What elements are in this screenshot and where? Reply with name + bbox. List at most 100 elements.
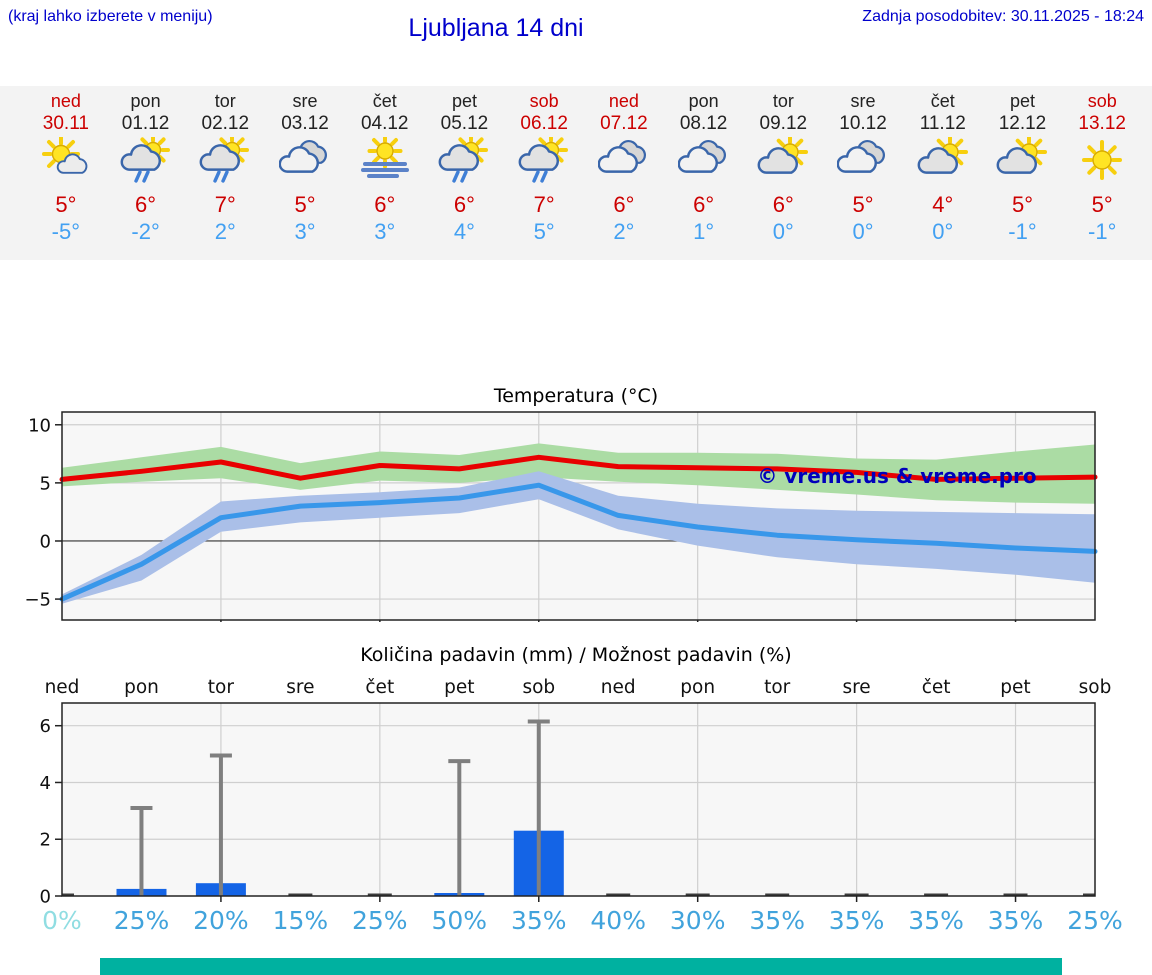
- day-date-label: 02.12: [201, 113, 250, 134]
- weather-icon: [664, 137, 744, 187]
- precip-day-label: tor: [208, 677, 235, 698]
- precipitation-chart: ned pon tor sre čet pet sob ned pon tor sre čet pet s…: [0, 672, 1152, 945]
- precip-percent-label: 25%: [114, 906, 170, 935]
- day-date-label: 01.12: [121, 113, 170, 134]
- day-low-temp: -1°: [1088, 219, 1117, 244]
- day-high-temp: 6°: [772, 192, 794, 217]
- day-low-temp: 2°: [613, 219, 635, 244]
- day-date-label: 04.12: [360, 113, 409, 134]
- forecast-day: sre 03.12 5° 3°: [265, 86, 345, 260]
- day-name-label: čet: [372, 91, 397, 111]
- precip-zero-mark: [765, 893, 790, 896]
- precip-day-label: sre: [842, 677, 870, 698]
- min-temp-line: [59, 482, 1098, 602]
- forecast-day: pet 12.12 5° -1°: [983, 86, 1063, 260]
- forecast-strip: ned 30.11 5° -5° pon 01.12 6° -2° tor 02.12 7° 2° sr…: [0, 86, 1152, 260]
- precip-percent-label: 40%: [590, 906, 646, 935]
- weather-icon: [185, 133, 265, 187]
- footer-bar: [100, 958, 1062, 975]
- precip-percent-label: 50%: [432, 906, 488, 935]
- day-name-label: tor: [214, 91, 236, 111]
- day-high-temp: 5°: [1091, 192, 1113, 217]
- forecast-day: tor 02.12 7° 2°: [185, 86, 265, 260]
- day-name-label: sre: [850, 91, 876, 111]
- svg-text:0: 0: [40, 887, 51, 908]
- day-high-temp: 4°: [932, 192, 954, 217]
- max-temp-line: [59, 454, 1098, 482]
- precip-zero-mark: [367, 893, 392, 896]
- cloudy-icon: [677, 140, 726, 173]
- precip-day-label: sob: [522, 677, 555, 698]
- last-updated: Zadnja posodobitev: 30.11.2025 - 18:24: [862, 8, 1144, 25]
- precip-percent-label: 35%: [908, 906, 964, 935]
- partly-sunny-icon: [997, 134, 1048, 174]
- weather-icon: [26, 135, 106, 187]
- precip-day-label: sob: [1079, 677, 1112, 698]
- rain-showers-icon: [439, 133, 489, 183]
- day-low-temp: 1°: [693, 219, 715, 244]
- day-high-temp: 5°: [55, 192, 77, 217]
- day-low-temp: 3°: [294, 219, 316, 244]
- forecast-day: pon 08.12 6° 1°: [664, 86, 744, 260]
- weather-icon: [1062, 137, 1142, 187]
- weather-icon: [903, 134, 983, 187]
- day-name-label: pet: [1009, 91, 1035, 111]
- cloudy-icon: [278, 140, 327, 173]
- day-date-label: 10.12: [839, 113, 887, 134]
- precip-percent-label: 35%: [988, 906, 1044, 935]
- precip-percent-label: 35%: [829, 906, 885, 935]
- watermark: © vreme.us & vreme.pro: [757, 464, 1036, 488]
- day-date-label: 07.12: [600, 113, 648, 134]
- day-date-label: 30.11: [42, 113, 89, 134]
- precip-day-label: sre: [286, 677, 314, 698]
- day-low-temp: 0°: [852, 219, 874, 244]
- precip-percent-label: 25%: [1067, 906, 1123, 935]
- forecast-day: tor 09.12 6° 0°: [743, 86, 823, 260]
- precip-percent-label: 20%: [193, 906, 249, 935]
- precipitation-chart-title: Količina padavin (mm) / Možnost padavin …: [360, 644, 792, 666]
- day-low-temp: 0°: [932, 219, 954, 244]
- weather-icon: [743, 134, 823, 187]
- svg-text:0: 0: [40, 531, 51, 552]
- day-high-temp: 6°: [374, 192, 396, 217]
- day-date-label: 06.12: [520, 113, 568, 134]
- svg-text:10: 10: [28, 415, 51, 436]
- day-high-temp: 5°: [294, 192, 316, 217]
- day-high-temp: 5°: [852, 192, 874, 217]
- precip-zero-mark: [844, 893, 869, 896]
- max-temp-band: [62, 443, 1095, 504]
- day-name-label: sre: [292, 91, 318, 111]
- temperature-chart: 10 5 0 −5 © vreme.us & vreme.pro: [0, 408, 1152, 627]
- forecast-day: ned 30.11 5° -5°: [26, 86, 106, 260]
- day-high-temp: 6°: [135, 192, 157, 217]
- precip-zero-mark: [288, 893, 313, 896]
- day-date-label: 09.12: [759, 113, 808, 134]
- precip-percent-label: 25%: [352, 906, 408, 935]
- day-date-label: 05.12: [440, 113, 489, 134]
- page-title: Ljubljana 14 dni: [408, 14, 584, 42]
- day-low-temp: 3°: [374, 219, 396, 244]
- forecast-day: sob 06.12 7° 5°: [504, 86, 584, 260]
- precip-zero-mark: [685, 893, 710, 896]
- day-name-label: sob: [529, 91, 559, 111]
- day-low-temp: -5°: [51, 219, 81, 244]
- precip-percent-label: 0%: [42, 906, 82, 935]
- precip-day-label: pet: [1000, 677, 1030, 698]
- svg-text:2: 2: [40, 830, 51, 851]
- day-high-temp: 6°: [693, 192, 715, 217]
- day-high-temp: 6°: [613, 192, 635, 217]
- forecast-day: sre 10.12 5° 0°: [823, 86, 903, 260]
- weather-icon: [584, 137, 664, 187]
- precip-day-label: čet: [365, 677, 394, 698]
- cloudy-icon: [597, 140, 646, 173]
- day-date-label: 11.12: [919, 113, 966, 134]
- location-note: (kraj lahko izberete v meniju): [8, 8, 213, 25]
- day-low-temp: 4°: [453, 219, 475, 244]
- day-name-label: čet: [930, 91, 955, 111]
- day-name-label: ned: [50, 91, 81, 111]
- forecast-day: pon 01.12 6° -2°: [106, 86, 186, 260]
- weather-icon: [823, 137, 903, 187]
- sunny-icon: [1082, 140, 1123, 180]
- temperature-chart-title: Temperatura (°C): [493, 385, 659, 407]
